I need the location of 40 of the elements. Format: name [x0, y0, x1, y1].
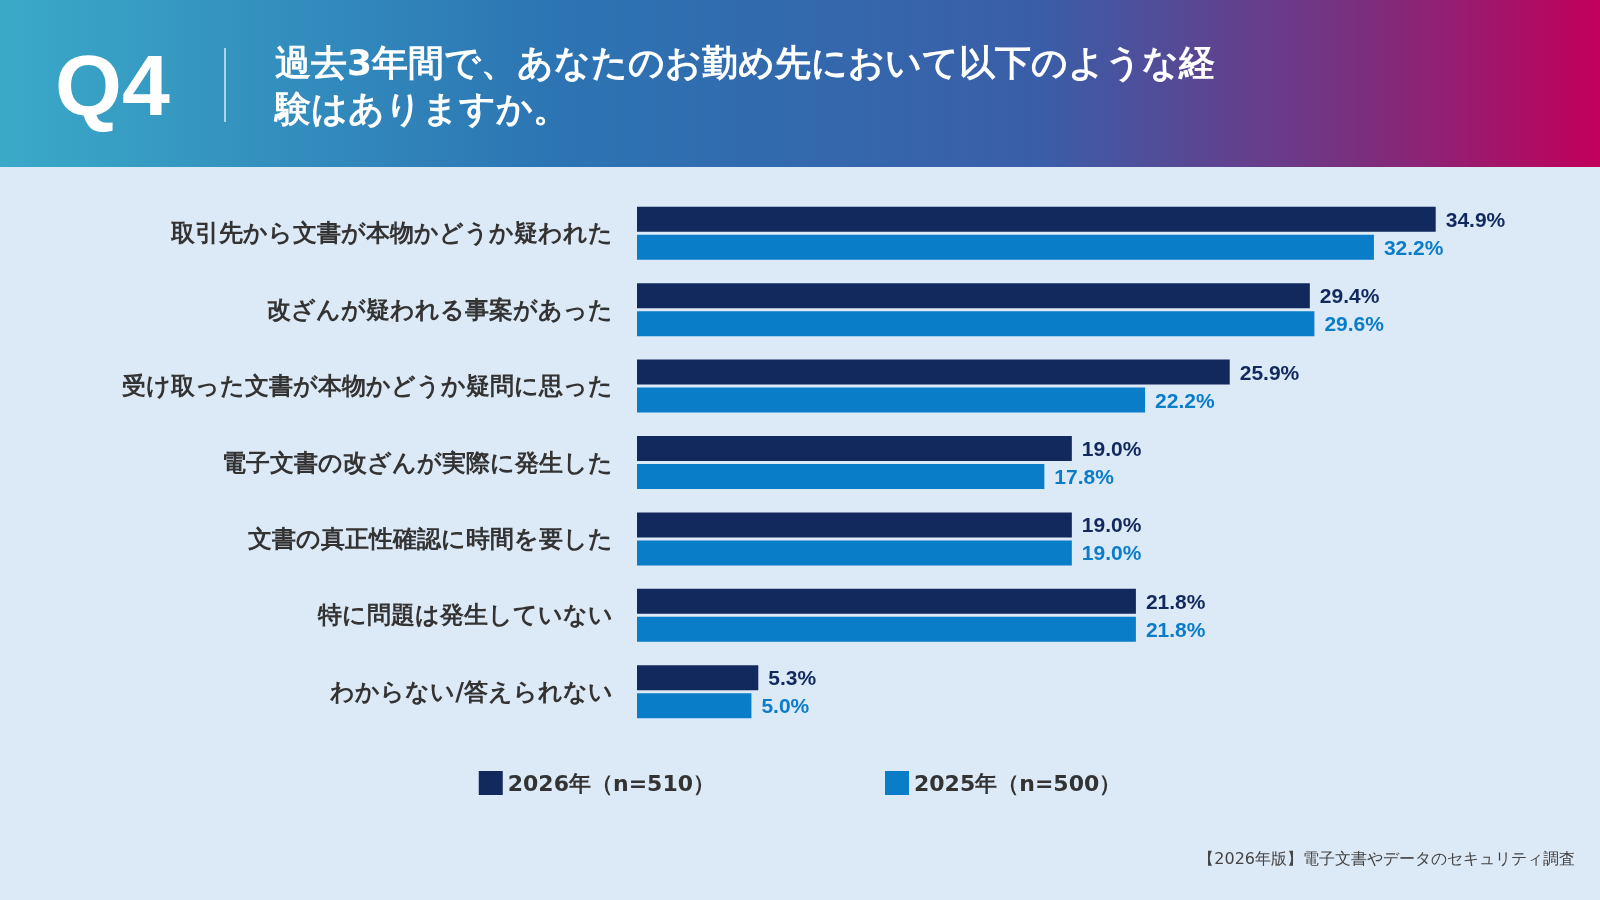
- y-tick-label: 受け取った文書が本物かどうか疑問に思った: [122, 372, 613, 401]
- bar: [637, 436, 1072, 461]
- bar: [637, 693, 752, 719]
- data-label: 34.9%: [1445, 207, 1506, 231]
- bar: [637, 234, 1374, 260]
- bar: [637, 283, 1310, 309]
- data-label: 32.2%: [1383, 235, 1444, 259]
- y-tick-label: 取引先から文書が本物かどうか疑われた: [170, 219, 613, 248]
- legend-label: 2026年（n=510）: [507, 770, 715, 796]
- data-label: 5.0%: [761, 694, 810, 718]
- bar: [637, 206, 1436, 232]
- bar: [637, 464, 1045, 489]
- y-tick-label: わからない/答えられない: [329, 677, 613, 706]
- bar: [637, 588, 1136, 614]
- y-tick-label: 改ざんが疑われる事案があった: [267, 295, 613, 324]
- bar: [637, 387, 1146, 413]
- text: 【2026年版】電子文書やデータのセキュリティ調査: [1198, 849, 1575, 870]
- data-label: 29.6%: [1324, 312, 1385, 336]
- y-tick-label: 電子文書の改ざんが実際に発生した: [222, 448, 613, 477]
- y-tick-label: 文書の真正性確認に時間を要した: [248, 524, 613, 553]
- bar: [637, 665, 759, 691]
- data-label: 17.8%: [1054, 465, 1115, 488]
- data-label: 21.8%: [1145, 617, 1206, 641]
- bar: [637, 311, 1315, 337]
- bar: [637, 512, 1072, 538]
- bar: [637, 359, 1230, 385]
- legend-label: 2025年（n=500）: [914, 770, 1122, 796]
- data-label: 5.3%: [768, 666, 817, 690]
- bar: [637, 616, 1136, 642]
- bar: [637, 540, 1072, 566]
- data-label: 19.0%: [1081, 437, 1142, 460]
- data-label: 25.9%: [1239, 360, 1300, 384]
- y-tick-label: 特に問題は発生していない: [317, 601, 613, 630]
- data-label: 19.0%: [1081, 541, 1142, 565]
- data-label: 19.0%: [1081, 513, 1142, 537]
- chart-subtitle: 過去3年間で、あなたのお勤め先において以下のような経験はありますか。: [275, 41, 1217, 131]
- data-label: 22.2%: [1155, 388, 1215, 412]
- chart-title: Q4: [55, 36, 170, 135]
- data-label: 21.8%: [1145, 589, 1206, 613]
- data-label: 29.4%: [1319, 284, 1380, 308]
